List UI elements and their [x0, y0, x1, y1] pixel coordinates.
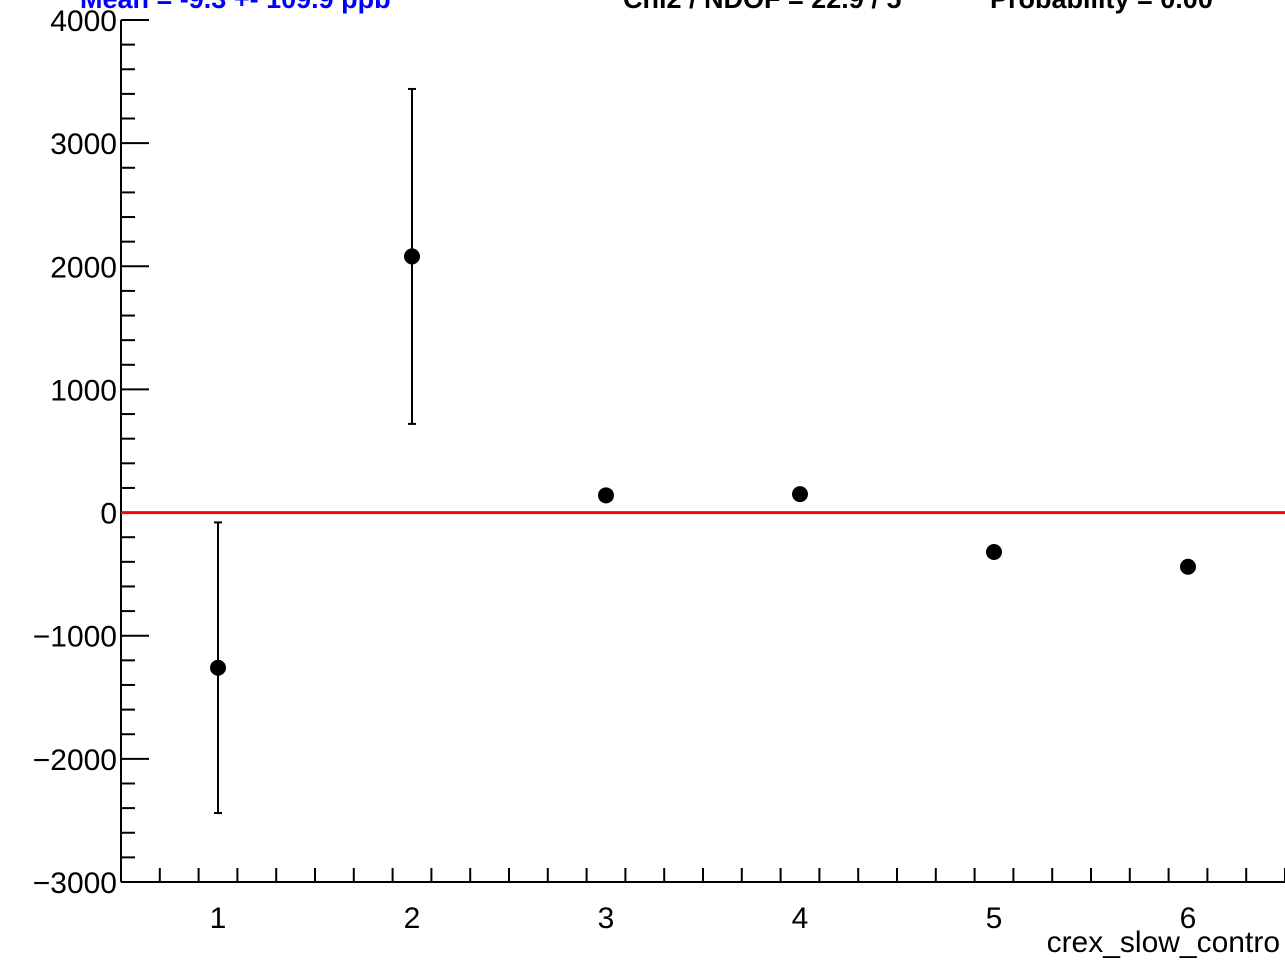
- x-tick-label: 6: [1180, 902, 1197, 935]
- data-point: [1180, 558, 1196, 575]
- y-tick-labels: 4000 3000 2000 1000 0 −1000 −2000 −3000: [33, 5, 117, 900]
- x-tick-label: 5: [986, 902, 1003, 935]
- data-point: [210, 659, 226, 676]
- x-tick-label: 3: [598, 902, 615, 935]
- y-tick-label: 2000: [50, 251, 117, 284]
- x-tick-label: 1: [210, 902, 227, 935]
- x-tick-label: 4: [792, 902, 809, 935]
- x-axis-label: crex_slow_contro: [1047, 926, 1280, 959]
- y-tick-label: 4000: [50, 5, 117, 38]
- data-point: [792, 486, 808, 503]
- y-tick-label: −1000: [33, 621, 117, 654]
- y-tick-label: 0: [100, 498, 117, 531]
- probability-text: Probability = 0.00: [990, 0, 1213, 14]
- y-tick-label: −2000: [33, 744, 117, 777]
- y-tick-label: 3000: [50, 128, 117, 161]
- data-point: [598, 487, 614, 504]
- data-point: [986, 543, 1002, 560]
- axis-ticks: [120, 19, 1285, 883]
- chi2-text: Chi2 / NDOF = 22.9 / 5: [623, 0, 901, 14]
- data-point: [404, 248, 420, 265]
- y-tick-label: −3000: [33, 867, 117, 900]
- x-tick-labels: 1 2 3 4 5 6: [210, 902, 1197, 935]
- data-points: [210, 87, 1196, 815]
- x-tick-label: 2: [404, 902, 421, 935]
- mean-text: Mean = -9.3 +- 109.9 ppb: [80, 0, 391, 14]
- y-tick-label: 1000: [50, 374, 117, 407]
